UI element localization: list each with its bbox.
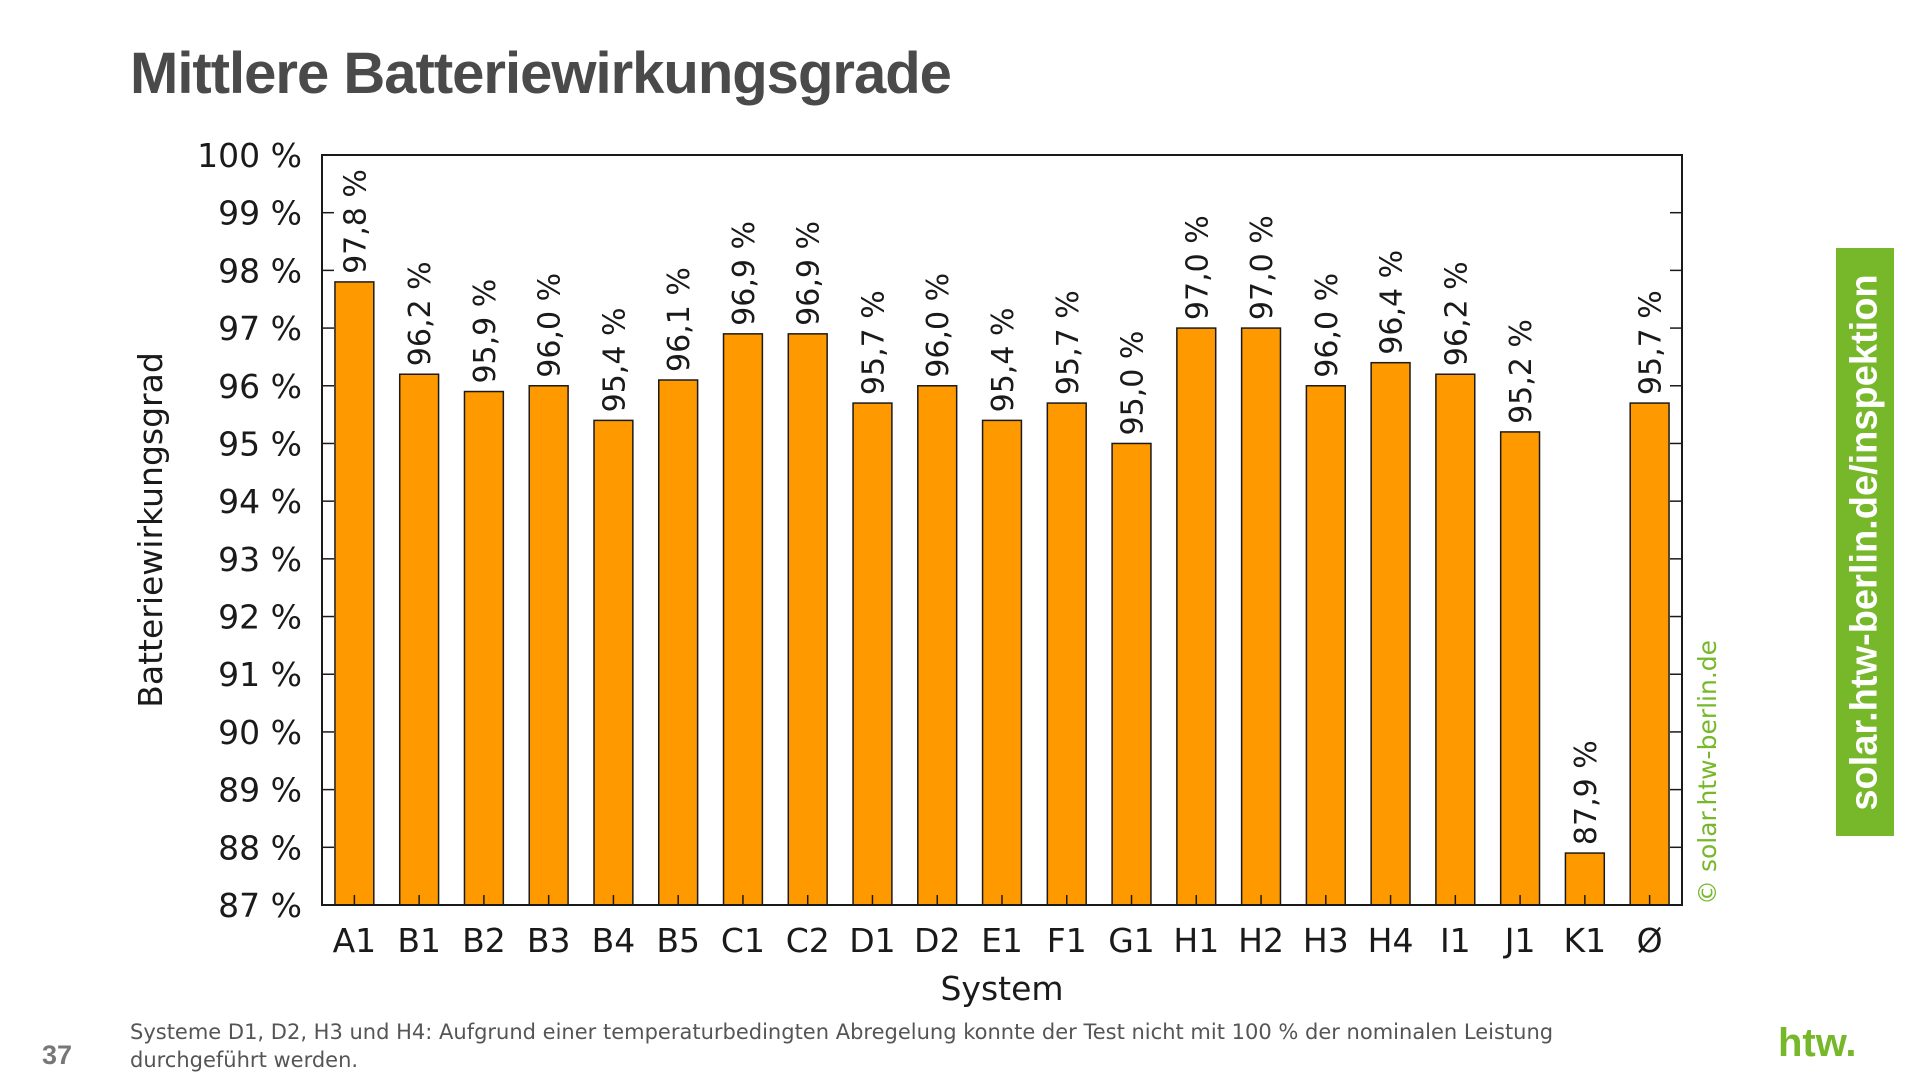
- bar-value-label: 97,8 %: [338, 169, 373, 274]
- y-tick-label: 92 %: [218, 598, 302, 637]
- bar: [658, 379, 699, 906]
- x-tick-label: A1: [333, 921, 377, 960]
- slide-title: Mittlere Batteriewirkungsgrade: [130, 41, 952, 106]
- x-tick-label: B2: [462, 921, 506, 960]
- x-tick-label: K1: [1564, 921, 1607, 960]
- bar-value-label: 97,0 %: [1245, 215, 1280, 320]
- bar-value-label: 96,9 %: [792, 221, 827, 326]
- bar: [1176, 327, 1217, 906]
- bar-value-label: 96,1 %: [662, 267, 697, 372]
- page-number: 37: [42, 1040, 73, 1070]
- bar-value-label: 96,2 %: [403, 261, 438, 366]
- y-axis-label: Batteriewirkungsgrad: [131, 352, 170, 708]
- bar-value-label: 95,9 %: [468, 279, 503, 384]
- x-tick-label: C2: [786, 921, 830, 960]
- x-tick-label: B1: [397, 921, 441, 960]
- bar: [981, 419, 1023, 906]
- copyright-label: © solar.htw-berlin.de: [1693, 640, 1722, 905]
- x-axis-label: System: [940, 969, 1063, 1008]
- x-tick-label: D1: [849, 921, 895, 960]
- y-tick-label: 89 %: [218, 771, 302, 810]
- y-tick-label: 88 %: [218, 828, 302, 867]
- htw-logo-text: htw.: [1778, 1026, 1857, 1060]
- htw-logo: htw.: [1778, 1026, 1857, 1060]
- bar: [463, 390, 505, 906]
- bar-value-label: 95,0 %: [1116, 331, 1151, 436]
- x-tick-label: H1: [1173, 921, 1219, 960]
- bar-value-label: 96,2 %: [1439, 261, 1474, 366]
- bar: [917, 385, 958, 906]
- y-axis-ticks: 87 % 88 % 89 % 90 % 91 % 92 % 93 % 94 % 95 % 96 %…: [197, 136, 1682, 925]
- bar: [1111, 442, 1152, 906]
- bar-value-label: 95,2 %: [1504, 319, 1539, 424]
- side-banner-text: solar.htw-berlin.de/inspektion: [1843, 273, 1886, 811]
- x-axis-ticks: A1 B1 B2 B3 B4 B5 C1 C2 D1 D2 E1 F1 G1 H1 H2 H3 H4 I1 J1 K1…: [333, 895, 1663, 960]
- bar-value-label: 96,0 %: [533, 273, 568, 378]
- y-tick-label: 100 %: [197, 136, 302, 175]
- bar-value-label: 95,4 %: [597, 308, 632, 413]
- x-tick-label: H3: [1303, 921, 1349, 960]
- x-tick-label: E1: [981, 921, 1023, 960]
- bar: [1305, 385, 1346, 906]
- x-tick-label: B4: [592, 921, 636, 960]
- bar: [1435, 373, 1476, 906]
- plot-frame: [321, 154, 1683, 906]
- bar-value-label: 96,0 %: [1310, 273, 1345, 378]
- bar-value-label: 95,7 %: [1051, 290, 1086, 395]
- y-tick-label: 95 %: [218, 424, 302, 463]
- y-tick-label: 96 %: [218, 367, 302, 406]
- bar: [334, 281, 375, 906]
- x-tick-label: C1: [721, 921, 765, 960]
- y-tick-label: 90 %: [218, 713, 302, 752]
- x-tick-label: I1: [1440, 921, 1471, 960]
- bar: [722, 333, 764, 906]
- bar: [398, 373, 440, 906]
- bar: [593, 419, 634, 906]
- y-tick-label: 87 %: [218, 886, 302, 925]
- x-tick-label: J1: [1503, 921, 1536, 960]
- x-tick-label: B3: [527, 921, 571, 960]
- bar: [1629, 402, 1670, 906]
- x-tick-label: Ø: [1637, 921, 1663, 960]
- bar: [787, 333, 828, 906]
- x-tick-label: H4: [1368, 921, 1414, 960]
- bar: [1370, 361, 1411, 906]
- bar-value-label: 95,7 %: [856, 290, 891, 395]
- y-tick-label: 93 %: [218, 540, 302, 579]
- bar-value-label: 97,0 %: [1180, 215, 1215, 320]
- x-tick-label: F1: [1047, 921, 1087, 960]
- bar-value-label: 96,0 %: [921, 273, 956, 378]
- bar: [528, 385, 569, 906]
- y-tick-label: 98 %: [218, 251, 302, 290]
- side-banner: solar.htw-berlin.de/inspektion: [1836, 248, 1894, 836]
- bar-value-label: 95,7 %: [1634, 290, 1669, 395]
- y-tick-label: 91 %: [218, 655, 302, 694]
- bar: [852, 402, 893, 906]
- bar-value-label: 96,4 %: [1375, 250, 1410, 355]
- y-tick-label: 94 %: [218, 482, 302, 521]
- value-labels: 97,8 % 96,2 % 95,9 % 96,0 % 95,4 % 96,1 % 96,9…: [338, 169, 1668, 845]
- footnote: Systeme D1, D2, H3 und H4: Aufgrund eine…: [130, 1020, 1554, 1072]
- bar: [1046, 402, 1087, 906]
- x-tick-label: G1: [1108, 921, 1155, 960]
- bar-value-label: 87,9 %: [1569, 740, 1604, 845]
- y-tick-label: 99 %: [218, 194, 302, 233]
- bar: [1499, 431, 1541, 906]
- x-tick-label: B5: [656, 921, 700, 960]
- x-tick-label: D2: [914, 921, 960, 960]
- bar: [1240, 327, 1282, 906]
- bar-value-label: 96,9 %: [727, 221, 762, 326]
- x-tick-label: H2: [1238, 921, 1284, 960]
- bar-value-label: 95,4 %: [986, 308, 1021, 413]
- y-tick-label: 97 %: [218, 309, 302, 348]
